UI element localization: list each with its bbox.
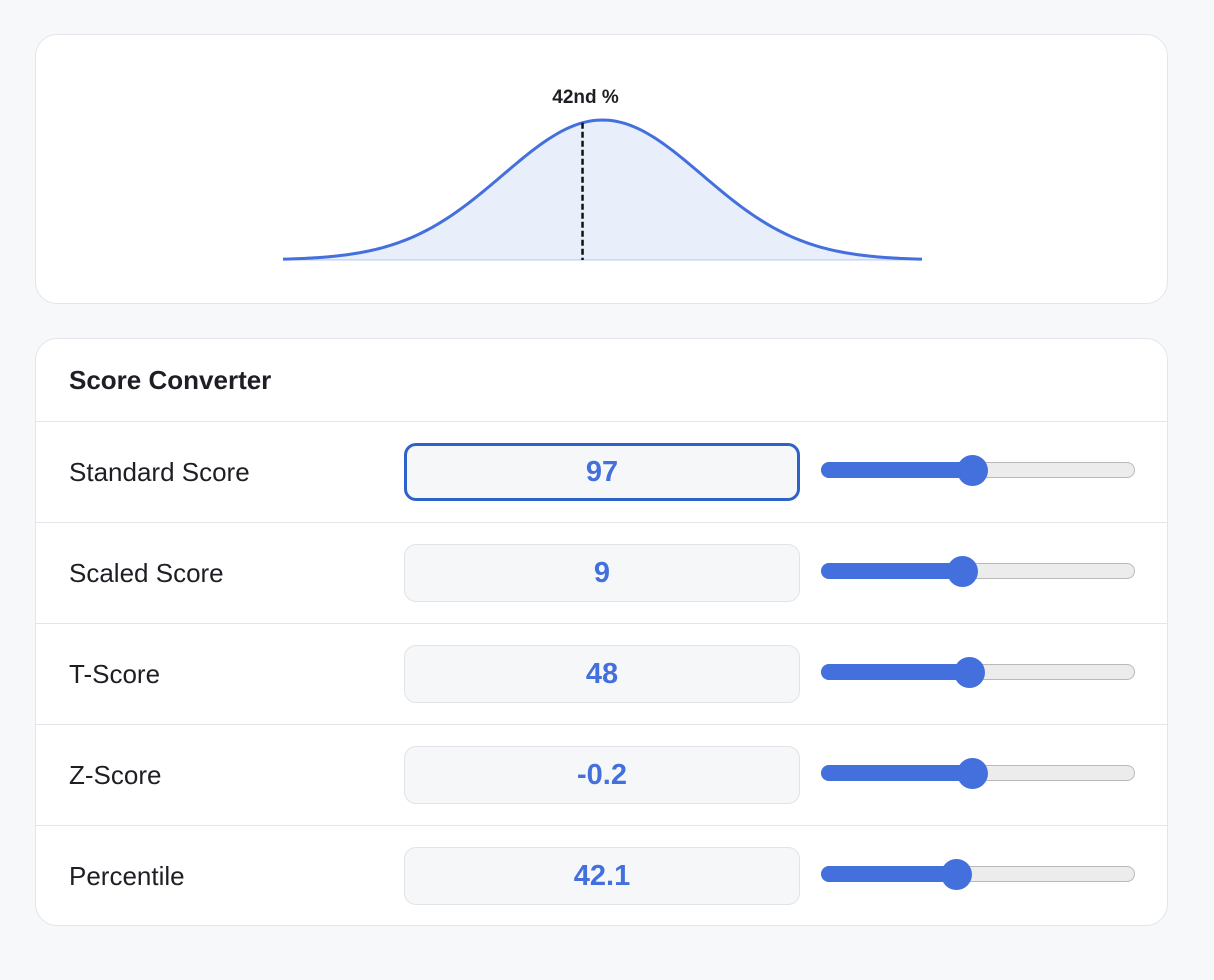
slider-thumb[interactable] [947,556,979,587]
percentile-input[interactable] [404,847,800,905]
t-score-label: T-Score [69,658,161,689]
percentile-label: Percentile [69,861,185,891]
percentile-row: Percentile [36,826,1167,925]
score-converter-title: Score Converter [69,364,272,395]
z-score-slider[interactable] [821,758,1135,789]
distribution-chart-card: 42nd % [35,34,1168,304]
z-score-input[interactable] [404,746,800,804]
bell-curve-line [282,118,923,261]
t-score-slider[interactable] [821,657,1135,688]
bell-curve-area [283,120,922,260]
standard-score-slider[interactable] [821,455,1135,486]
z-score-row: Z-Score [36,725,1167,826]
bell-curve-chart: 42nd % [282,87,923,261]
score-converter-card: Score Converter Standard Score Scaled Sc… [35,338,1168,926]
t-score-row: T-Score [36,624,1167,725]
slider-fill [821,664,969,680]
slider-thumb[interactable] [956,758,988,789]
slider-thumb[interactable] [953,657,985,688]
scaled-score-slider[interactable] [821,556,1135,587]
slider-thumb[interactable] [956,455,988,486]
slider-fill [821,765,972,781]
scaled-score-label: Scaled Score [69,557,224,588]
t-score-input[interactable] [404,645,800,703]
slider-fill [821,866,957,882]
percentile-slider[interactable] [821,859,1135,890]
scaled-score-row: Scaled Score [36,523,1167,624]
z-score-label: Z-Score [69,759,162,790]
slider-thumb[interactable] [941,859,973,890]
standard-score-label: Standard Score [69,456,250,487]
slider-fill [821,563,963,579]
standard-score-input[interactable] [404,443,800,501]
percentile-marker-label: 42nd % [552,87,619,108]
scaled-score-input[interactable] [404,544,800,602]
slider-fill [821,462,972,478]
standard-score-row: Standard Score [36,422,1167,523]
score-converter-header: Score Converter [36,339,1167,422]
